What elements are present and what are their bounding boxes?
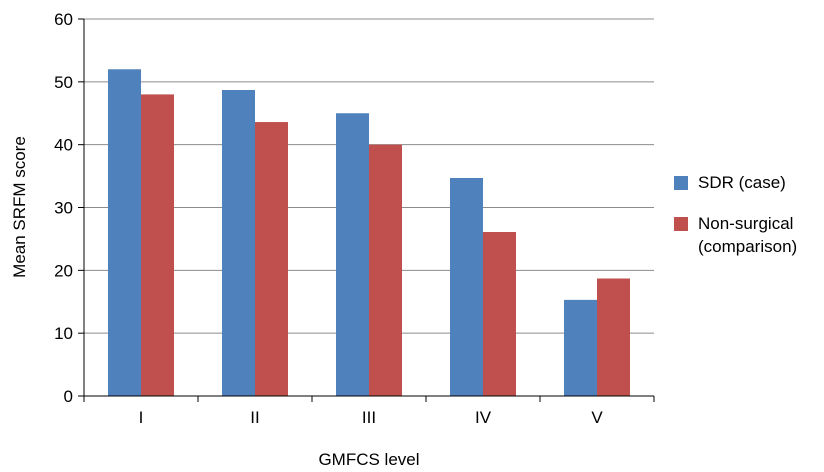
y-tick-label: 60 [54, 10, 73, 29]
y-axis-ticks: 0 10 20 30 40 50 60 [54, 10, 84, 406]
y-tick-label: 30 [54, 199, 73, 218]
x-tick-label: IV [475, 408, 492, 427]
x-tick-label: III [362, 408, 376, 427]
bar-sdr-iv [450, 177, 483, 396]
bar-sdr-ii [222, 90, 255, 397]
bar-non-surgical-v [597, 278, 630, 396]
y-axis-title: Mean SRFM score [10, 136, 29, 278]
bar-non-surgical-iv [483, 232, 516, 396]
bar-non-surgical-iii [369, 144, 402, 396]
y-tick-label: 20 [54, 261, 73, 280]
bar-sdr-v [564, 299, 597, 396]
x-tick-label: II [250, 408, 259, 427]
legend-swatch [674, 176, 688, 190]
legend-label: (comparison) [698, 237, 797, 256]
y-tick-label: 40 [54, 136, 73, 155]
bar-sdr-iii [336, 113, 369, 396]
bar-non-surgical-i [141, 94, 174, 397]
legend-label: SDR (case) [698, 173, 786, 192]
legend: SDR (case) Non-surgical (comparison) [674, 173, 797, 256]
legend-label: Non-surgical [698, 214, 793, 233]
x-tick-label: I [139, 408, 144, 427]
y-tick-label: 50 [54, 73, 73, 92]
x-axis-title: GMFCS level [318, 450, 419, 469]
legend-swatch [674, 217, 688, 231]
bar-non-surgical-ii [255, 122, 288, 397]
x-axis-ticks: I II III IV V [83, 396, 655, 427]
bar-sdr-i [108, 69, 141, 397]
x-tick-label: V [591, 408, 603, 427]
y-tick-label: 0 [64, 387, 73, 406]
bars [108, 69, 630, 397]
y-tick-label: 10 [54, 324, 73, 343]
